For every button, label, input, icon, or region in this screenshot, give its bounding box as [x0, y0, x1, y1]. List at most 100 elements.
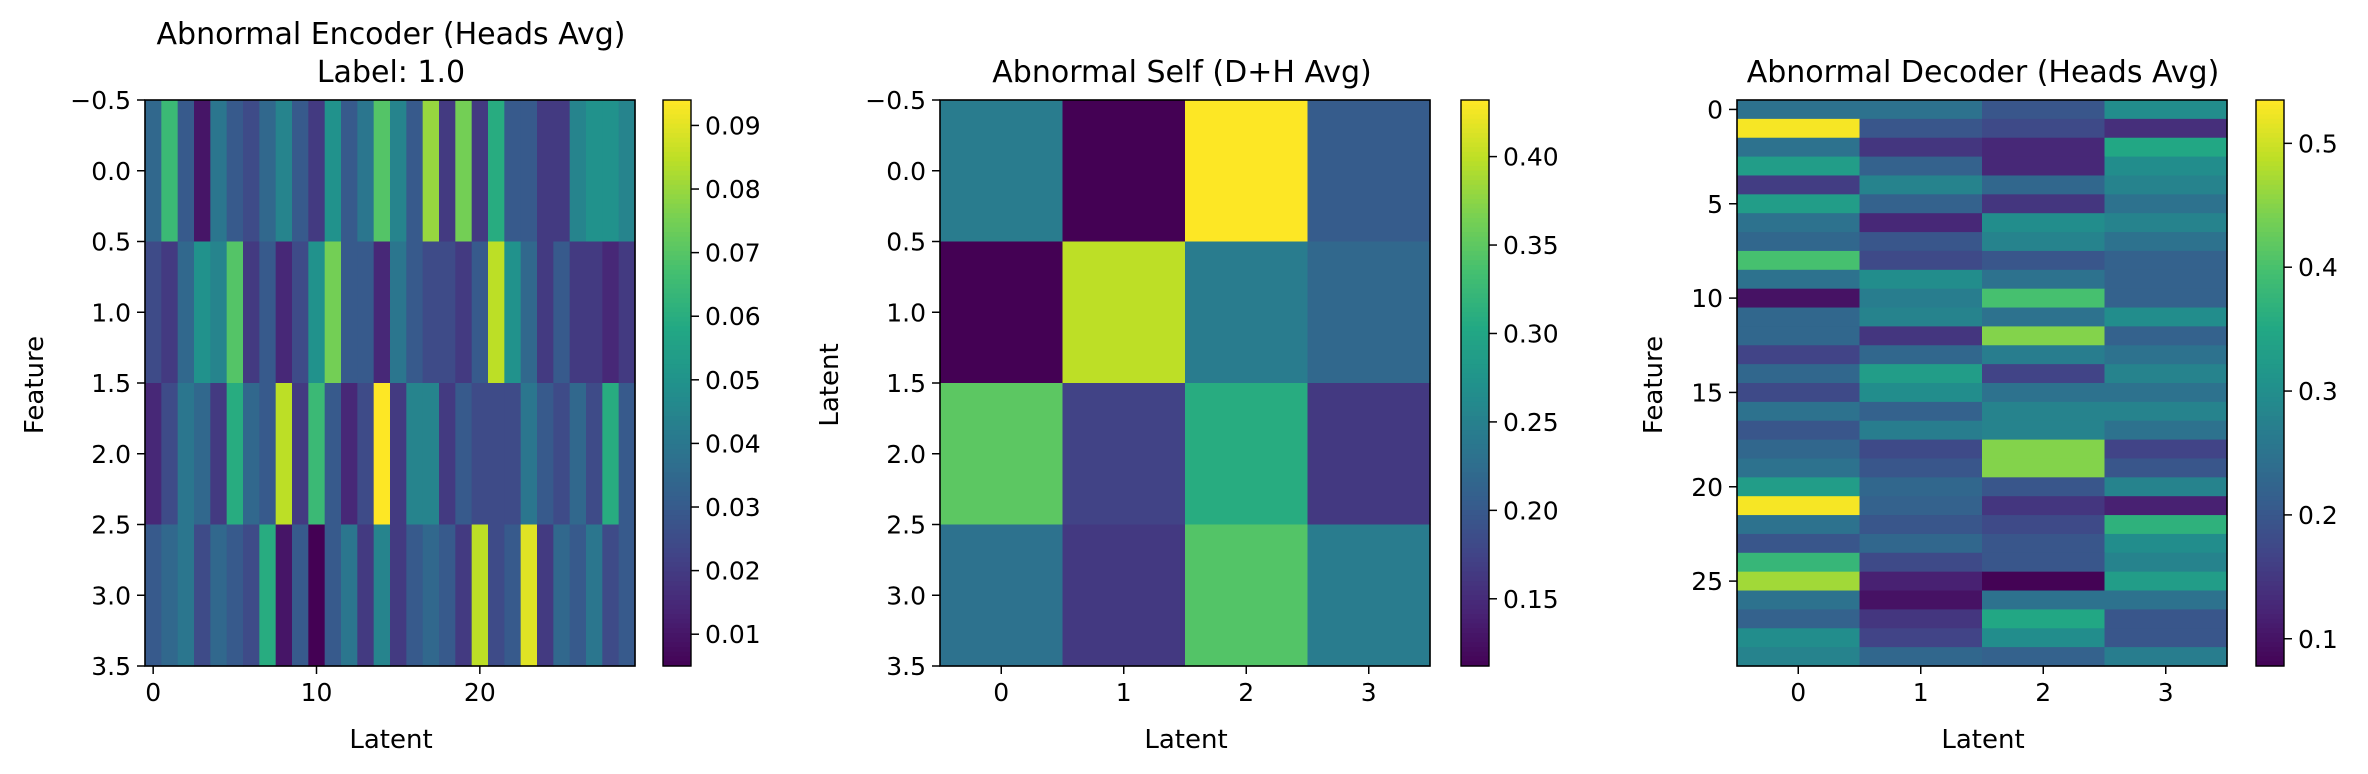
colorbar-segment — [663, 298, 691, 304]
colorbar-segment — [2256, 392, 2284, 398]
colorbar-segment — [1461, 614, 1489, 620]
heatmap-cell — [1982, 232, 2106, 252]
heatmap-cell — [194, 100, 211, 243]
colorbar-segment — [2256, 142, 2284, 148]
heatmap-cell — [488, 100, 505, 243]
colorbar-segment — [1461, 250, 1489, 257]
colorbar-segment — [663, 458, 691, 464]
heatmap-cell — [569, 100, 587, 243]
heatmap-cell — [1859, 496, 1983, 516]
colorbar-segment — [2256, 472, 2284, 478]
colorbar-tick-label: 0.25 — [1503, 408, 1559, 437]
colorbar-segment — [2256, 340, 2284, 346]
heatmap-cell — [1859, 269, 1983, 290]
colorbar-segment — [1461, 208, 1489, 214]
heatmap-cell — [1062, 100, 1186, 243]
decoder-heatmap — [1736, 99, 2228, 667]
colorbar-segment — [663, 232, 691, 238]
heatmap-cell — [2104, 533, 2228, 554]
colorbar-segment — [1461, 562, 1489, 568]
colorbar-segment — [2256, 416, 2284, 422]
colorbar-segment — [663, 260, 691, 266]
heatmap-cell — [488, 524, 505, 667]
colorbar-segment — [2256, 283, 2284, 290]
colorbar-segment — [663, 364, 691, 370]
colorbar-segment — [2256, 628, 2284, 634]
colorbar-segment — [1461, 500, 1489, 507]
decoder-panel: Abnormal Decoder (Heads Avg) 0 1 2 3 0 5 10 15… — [1639, 55, 2338, 755]
heatmap-cell — [520, 241, 538, 384]
colorbar-segment — [1461, 548, 1489, 554]
y-tick-label: 3.5 — [886, 652, 926, 681]
colorbar-segment — [663, 590, 691, 596]
colorbar-segment — [2256, 265, 2284, 271]
heatmap-cell — [308, 100, 326, 243]
colorbar-segment — [663, 293, 691, 299]
colorbar-segment — [663, 213, 691, 219]
colorbar-segment — [1461, 472, 1489, 478]
colorbar-segment — [2256, 453, 2284, 460]
heatmap-cell — [1185, 383, 1309, 526]
colorbar-segment — [1461, 189, 1489, 195]
heatmap-cell — [2104, 269, 2228, 290]
colorbar-segment — [2256, 458, 2284, 464]
colorbar-segment — [1461, 515, 1489, 521]
heatmap-cell — [1737, 118, 1861, 139]
colorbar-tick-label: 0.06 — [705, 302, 761, 331]
heatmap-cell — [357, 241, 375, 384]
colorbar-segment — [663, 208, 691, 214]
colorbar-segment — [663, 246, 691, 252]
heatmap-cell — [1859, 364, 1983, 384]
x-tick-label: 2 — [1238, 678, 1254, 707]
colorbar-segment — [2256, 439, 2284, 445]
colorbar-segment — [2256, 203, 2284, 210]
heatmap-cell — [471, 100, 489, 243]
heatmap-cell — [292, 524, 309, 667]
heatmap-cell — [341, 383, 358, 526]
colorbar-segment — [1461, 623, 1489, 629]
heatmap-cell — [1982, 100, 2106, 120]
colorbar-segment — [663, 307, 691, 313]
colorbar-segment — [663, 439, 691, 445]
colorbar-segment — [1461, 538, 1489, 544]
colorbar-segment — [1461, 349, 1489, 356]
y-tick-label: 1.5 — [91, 369, 131, 398]
colorbar-segment — [2256, 222, 2284, 228]
heatmap-cell — [2104, 213, 2228, 233]
colorbar-segment — [1461, 128, 1489, 134]
colorbar-segment — [2256, 434, 2284, 441]
colorbar-segment — [663, 326, 691, 332]
decoder-title: Abnormal Decoder (Heads Avg) — [1747, 55, 2220, 90]
colorbar-segment — [1461, 203, 1489, 210]
heatmap-cell — [373, 100, 391, 243]
heatmap-cell — [618, 383, 636, 526]
colorbar-segment — [663, 100, 691, 106]
heatmap-cell — [177, 100, 195, 243]
colorbar-segment — [1461, 222, 1489, 228]
heatmap-cell — [439, 241, 456, 384]
colorbar-segment — [1461, 604, 1489, 610]
colorbar-segment — [663, 614, 691, 620]
decoder-y-label: Feature — [1639, 336, 1669, 434]
heatmap-cell — [455, 524, 473, 667]
heatmap-cell — [406, 241, 424, 384]
encoder-colorbar: 0.01 0.02 0.03 0.04 0.05 0.06 0.07 0.08 0.09 — [662, 99, 761, 667]
colorbar-segment — [1461, 137, 1489, 144]
colorbar-segment — [1461, 571, 1489, 577]
colorbar-frame — [662, 99, 692, 667]
colorbar-segment — [2256, 378, 2284, 384]
colorbar-segment — [2256, 519, 2284, 526]
heatmap-cell — [2104, 420, 2228, 441]
colorbar-segment — [2256, 529, 2284, 535]
colorbar-segment — [663, 519, 691, 526]
colorbar-segment — [663, 151, 691, 158]
colorbar-segment — [2256, 137, 2284, 144]
colorbar-segment — [2256, 599, 2284, 606]
colorbar-segment — [1461, 326, 1489, 332]
colorbar-segment — [2256, 170, 2284, 177]
colorbar-segment — [2256, 543, 2284, 549]
colorbar-segment — [1461, 467, 1489, 474]
colorbar-segment — [663, 250, 691, 257]
colorbar-segment — [2256, 425, 2284, 431]
colorbar-segment — [2256, 585, 2284, 592]
